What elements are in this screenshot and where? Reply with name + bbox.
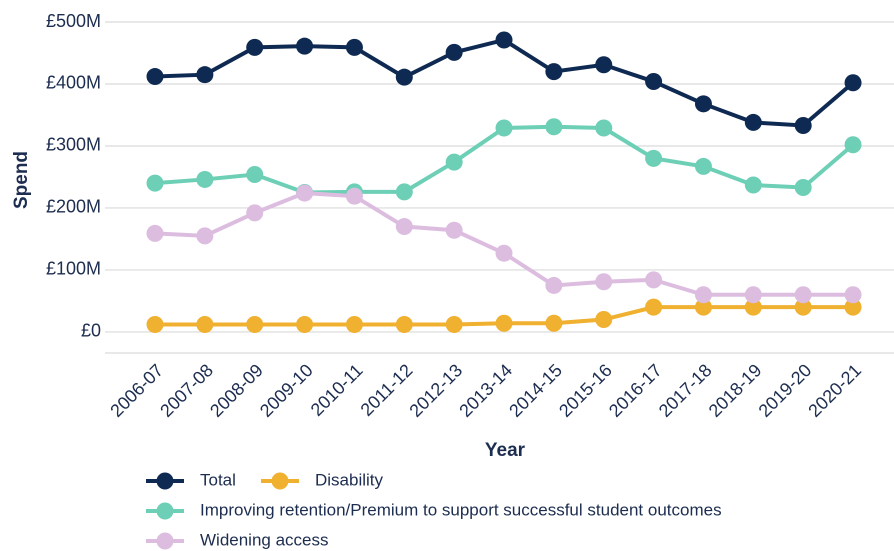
y-tick-label: £0 xyxy=(81,321,101,341)
data-point xyxy=(445,315,463,333)
data-point xyxy=(645,271,663,289)
data-point xyxy=(395,183,413,201)
x-tick-label: 2007-08 xyxy=(156,360,217,421)
y-tick-label: £400M xyxy=(46,73,101,93)
data-point xyxy=(296,37,314,55)
data-point xyxy=(146,315,164,333)
data-point xyxy=(694,286,712,304)
x-tick-label: 2016-17 xyxy=(605,360,666,421)
data-point xyxy=(645,73,663,91)
data-point xyxy=(146,224,164,242)
data-point xyxy=(744,286,762,304)
data-point xyxy=(395,315,413,333)
y-tick-label: £200M xyxy=(46,197,101,217)
data-point xyxy=(445,43,463,61)
data-point xyxy=(296,184,314,202)
legend-label: Widening access xyxy=(200,530,329,549)
data-point xyxy=(445,153,463,171)
y-tick-label: £500M xyxy=(46,11,101,31)
data-point xyxy=(246,204,264,222)
legend-label: Total xyxy=(200,470,236,489)
data-point xyxy=(146,174,164,192)
legend-marker xyxy=(156,472,174,490)
data-point xyxy=(744,298,762,316)
y-tick-label: £100M xyxy=(46,259,101,279)
x-tick-label: 2008-09 xyxy=(206,360,267,421)
data-point xyxy=(345,315,363,333)
data-point xyxy=(395,68,413,86)
x-tick-label: 2010-11 xyxy=(307,360,367,420)
data-point xyxy=(196,227,214,245)
x-tick-label: 2017-18 xyxy=(655,360,716,421)
data-point xyxy=(844,286,862,304)
data-point xyxy=(844,298,862,316)
data-point xyxy=(595,56,613,74)
data-point xyxy=(495,244,513,262)
x-tick-label: 2012-13 xyxy=(405,360,466,421)
data-point xyxy=(246,38,264,56)
data-point xyxy=(595,273,613,291)
data-point xyxy=(645,149,663,167)
data-point xyxy=(196,66,214,84)
data-point xyxy=(146,68,164,86)
data-point xyxy=(744,113,762,131)
data-point xyxy=(545,314,563,332)
data-point xyxy=(844,74,862,92)
x-axis-label: Year xyxy=(485,440,526,461)
x-tick-label: 2019-20 xyxy=(755,360,816,421)
x-tick-label: 2014-15 xyxy=(505,360,566,421)
data-point xyxy=(794,179,812,196)
data-point xyxy=(345,187,363,205)
x-tick-label: 2015-16 xyxy=(555,360,616,421)
x-tick-label: 2009-10 xyxy=(256,360,317,421)
legend-marker xyxy=(156,502,174,520)
legend-label: Disability xyxy=(315,470,384,489)
data-point xyxy=(495,119,513,137)
data-point xyxy=(794,298,812,316)
legend-marker xyxy=(156,532,174,550)
data-point xyxy=(196,170,214,188)
data-point xyxy=(545,118,563,136)
data-point xyxy=(645,298,663,316)
x-tick-label: 2018-19 xyxy=(705,360,766,421)
x-tick-label: 2020-21 xyxy=(804,360,865,421)
data-point xyxy=(545,276,563,294)
x-tick-label: 2011-12 xyxy=(357,360,417,420)
data-point xyxy=(345,38,363,56)
y-tick-label: £300M xyxy=(46,135,101,155)
x-tick-label: 2006-07 xyxy=(106,360,167,421)
data-point xyxy=(545,63,563,81)
data-point xyxy=(196,315,214,333)
data-point xyxy=(246,165,264,183)
data-point xyxy=(595,119,613,137)
data-point xyxy=(694,157,712,175)
y-axis-label: Spend xyxy=(11,151,32,209)
data-point xyxy=(844,136,862,154)
data-point xyxy=(495,31,513,49)
data-point xyxy=(794,117,812,135)
legend-marker xyxy=(271,472,289,490)
data-point xyxy=(694,298,712,316)
data-point xyxy=(395,218,413,236)
data-point xyxy=(794,286,812,304)
legend-label: Improving retention/Premium to support s… xyxy=(200,500,722,519)
data-point xyxy=(495,314,513,332)
data-point xyxy=(246,315,264,333)
x-tick-label: 2013-14 xyxy=(455,360,516,421)
data-point xyxy=(595,311,613,329)
data-point xyxy=(445,221,463,239)
data-point xyxy=(694,95,712,113)
data-point xyxy=(744,176,762,194)
data-point xyxy=(296,315,314,333)
